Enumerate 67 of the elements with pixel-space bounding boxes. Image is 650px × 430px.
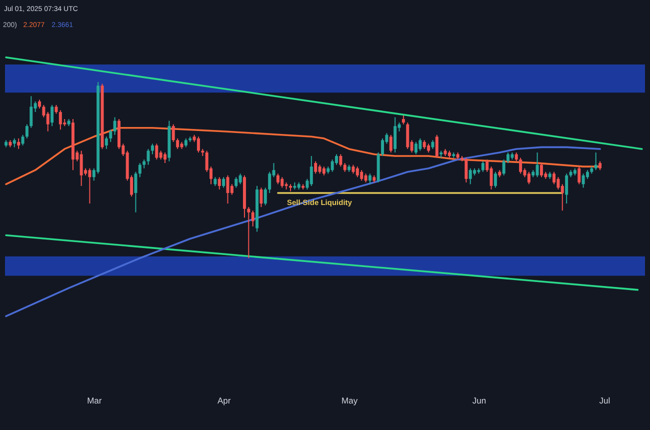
- candlestick: [113, 116, 116, 136]
- candlestick: [502, 159, 506, 176]
- candlestick: [464, 157, 468, 183]
- candlestick: [104, 136, 108, 150]
- candlestick: [552, 171, 556, 185]
- candlestick: [527, 171, 530, 185]
- candlestick: [134, 171, 138, 213]
- candlestick: [356, 166, 359, 178]
- candlestick: [109, 129, 112, 142]
- candlestick: [218, 176, 221, 190]
- candlestick: [17, 138, 20, 150]
- candlestick: [21, 134, 24, 146]
- candlestick: [368, 173, 372, 185]
- candlestick: [150, 143, 154, 155]
- candlestick: [50, 104, 54, 127]
- candlestick: [310, 156, 313, 186]
- x-tick-label: Mar: [87, 396, 102, 406]
- x-tick-label: Apr: [217, 396, 231, 406]
- x-tick-label: Jun: [472, 396, 486, 406]
- candlestick: [468, 168, 472, 185]
- candlestick: [226, 174, 230, 204]
- candlestick: [155, 143, 158, 160]
- candlestick: [360, 170, 364, 182]
- candlestick: [260, 187, 263, 208]
- candlestick: [536, 152, 539, 178]
- candlestick: [481, 160, 484, 172]
- candlestick: [540, 162, 543, 178]
- candlestick: [234, 176, 238, 188]
- candlestick: [276, 173, 280, 185]
- candlestick: [58, 110, 62, 130]
- candlestick: [389, 134, 392, 153]
- candlestick: [418, 138, 422, 152]
- candlestick: [25, 124, 28, 139]
- candlestick: [196, 136, 200, 153]
- candlestick: [247, 206, 250, 259]
- candlestick: [314, 160, 318, 174]
- candlestick: [146, 148, 150, 166]
- candlestick: [330, 159, 334, 172]
- candlestick: [30, 96, 33, 128]
- candlestick: [268, 171, 272, 194]
- candlestick: [222, 176, 226, 188]
- candlestick: [556, 176, 560, 190]
- candlestick: [582, 173, 585, 188]
- candlestick: [264, 187, 267, 206]
- candlestick: [565, 173, 568, 204]
- candlestick: [506, 152, 510, 164]
- candlestick: [251, 210, 254, 227]
- candlestick: [414, 141, 418, 155]
- candlestick: [339, 154, 342, 168]
- x-tick-label: Jul: [599, 396, 610, 406]
- candlestick: [381, 138, 384, 157]
- candlestick: [138, 162, 142, 178]
- x-tick-label: May: [342, 396, 358, 406]
- candlestick: [519, 157, 522, 174]
- candlestick: [164, 152, 166, 164]
- candlestick: [80, 150, 83, 186]
- candlestick: [176, 138, 180, 150]
- candlestick: [172, 124, 175, 142]
- candlestick: [594, 152, 598, 171]
- candlestick: [88, 168, 92, 204]
- candlestick: [280, 176, 284, 188]
- candlestick: [578, 166, 581, 185]
- candlestick: [494, 171, 497, 188]
- candlestick: [394, 116, 397, 153]
- candlestick: [238, 173, 242, 185]
- candlestick: [435, 134, 438, 158]
- candlestick: [406, 122, 410, 150]
